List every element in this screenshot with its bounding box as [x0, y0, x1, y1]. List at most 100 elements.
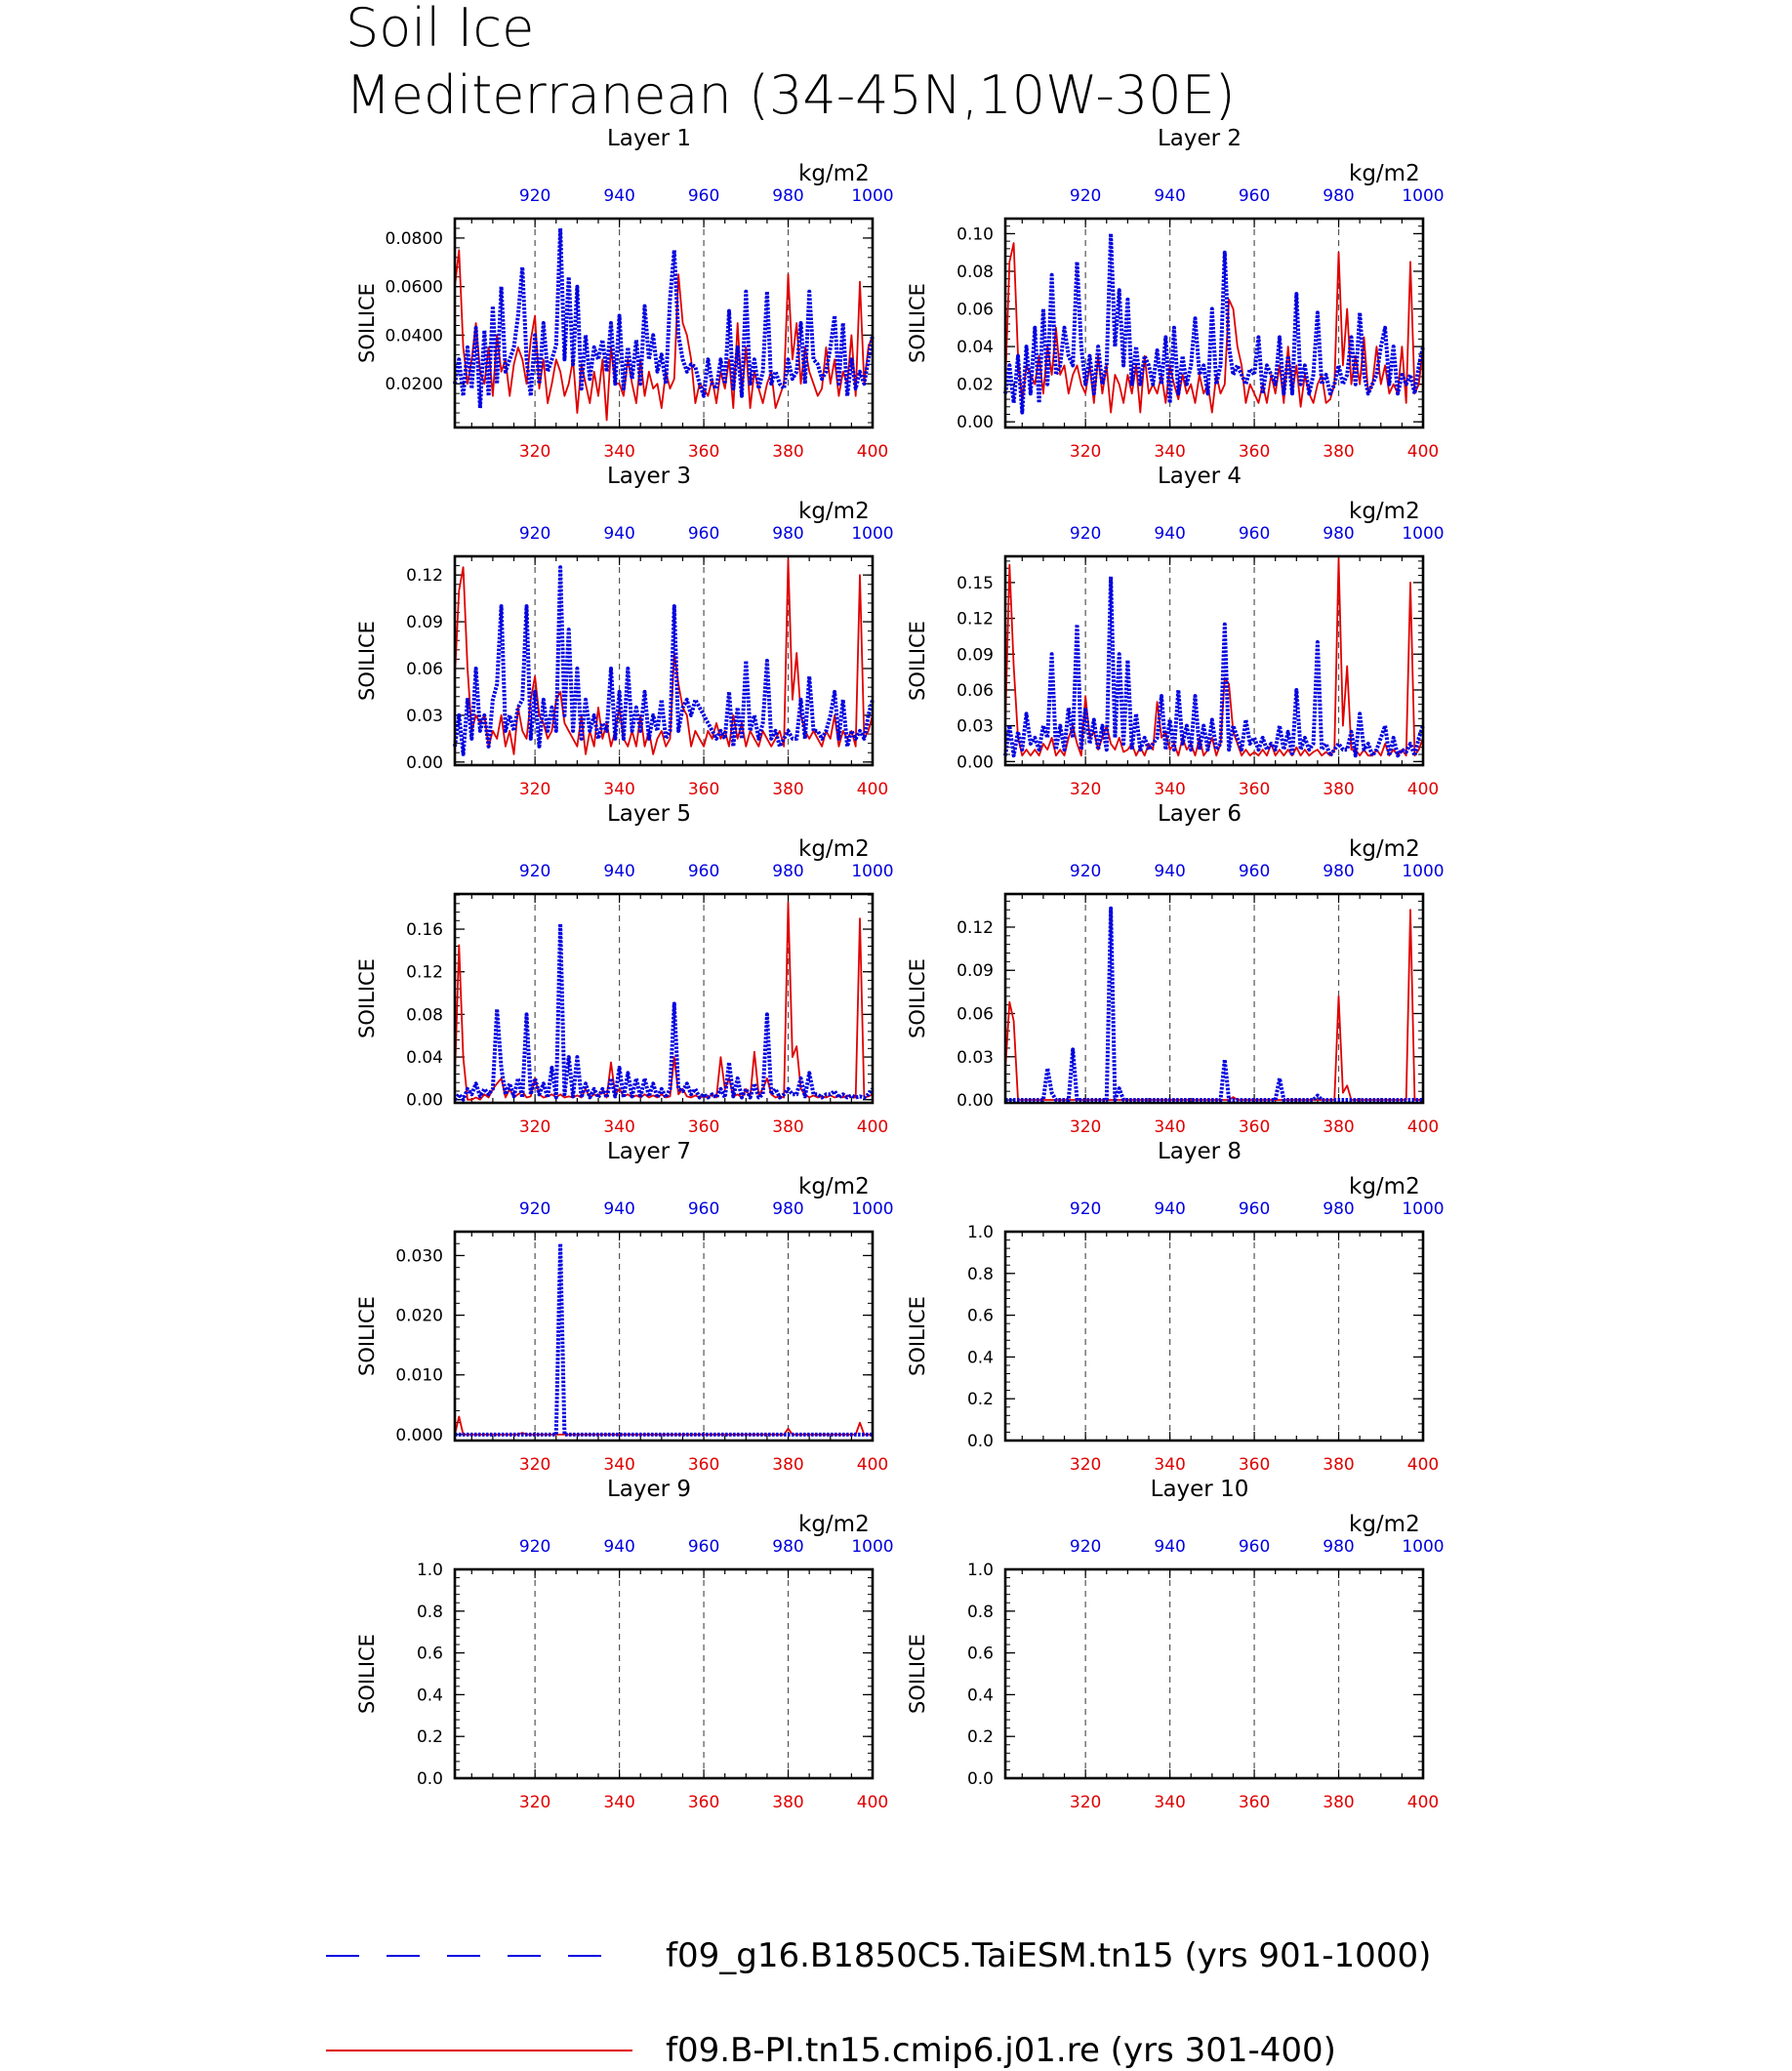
x-tick-label-top: 960 [1239, 524, 1270, 544]
units-label: kg/m2 [1349, 499, 1420, 524]
x-tick-label-top: 920 [1070, 524, 1101, 544]
x-tick-label-bottom: 340 [1154, 1455, 1185, 1475]
series-line-blue [1005, 906, 1423, 1102]
x-tick-label-bottom: 380 [1323, 1793, 1354, 1812]
y-tick-label: 0.06 [406, 660, 443, 679]
y-tick-label: 1.0 [967, 1561, 994, 1580]
panel-title: Layer 7 [607, 1139, 691, 1164]
x-tick-label-bottom: 380 [1323, 442, 1354, 462]
units-label: kg/m2 [798, 836, 870, 862]
x-tick-label-bottom: 400 [857, 1117, 888, 1137]
plot-frame [453, 1230, 875, 1442]
y-tick-label: 0.0 [967, 1432, 994, 1451]
y-axis-label: SOILICE [906, 621, 929, 701]
y-axis-label: SOILICE [906, 958, 929, 1038]
x-tick-label-bottom: 340 [1154, 442, 1185, 462]
y-tick-label: 0.6 [967, 1645, 994, 1664]
x-tick-label-top: 920 [1070, 862, 1101, 881]
y-tick-label: 0.03 [957, 1048, 994, 1068]
x-tick-label-bottom: 380 [772, 1117, 803, 1137]
x-tick-label-top: 980 [772, 524, 803, 544]
x-tick-label-bottom: 340 [1154, 1117, 1185, 1137]
x-tick-label-bottom: 320 [1070, 780, 1101, 799]
panel-layer-4: Layer 4 kg/m2 SOILICE 0.00 0.03 0.06 0.09 0.12 0… [906, 464, 1445, 799]
x-tick-label-top: 960 [688, 862, 719, 881]
y-tick-label: 0.06 [957, 301, 994, 320]
x-tick-label-top: 920 [519, 862, 550, 881]
y-tick-label: 0.15 [957, 574, 994, 593]
y-axis-label: SOILICE [906, 283, 929, 363]
series-line-red [454, 901, 874, 1101]
x-tick-label-bottom: 340 [603, 1117, 634, 1137]
panels: Layer 1kg/m2SOILICE0.02000.04000.06000.0… [355, 126, 1445, 1812]
x-tick-label-top: 1000 [851, 524, 893, 544]
y-tick-label: 1.0 [967, 1223, 994, 1242]
x-tick-label-top: 980 [772, 186, 803, 206]
series-line-red [454, 249, 874, 422]
panel-layer-2: Layer 2 kg/m2 SOILICE 0.00 0.02 0.04 0.06 0.08 0… [906, 126, 1445, 462]
y-axis-label: SOILICE [355, 283, 379, 363]
y-tick-label: 0.0 [967, 1769, 994, 1789]
y-tick-label: 0.2 [967, 1390, 994, 1409]
panel-title: Layer 8 [1158, 1139, 1242, 1164]
units-label: kg/m2 [798, 161, 870, 186]
x-tick-label-bottom: 400 [857, 1793, 888, 1812]
y-tick-label: 0.0800 [386, 229, 443, 249]
x-tick-label-bottom: 320 [519, 1455, 550, 1475]
y-tick-label: 0.03 [957, 717, 994, 737]
series-line-blue [453, 226, 875, 411]
units-label: kg/m2 [798, 1174, 870, 1199]
x-tick-label-bottom: 360 [688, 780, 719, 799]
y-tick-label: 0.0 [417, 1769, 443, 1789]
x-tick-label-top: 1000 [1402, 1537, 1444, 1557]
x-tick-label-bottom: 340 [603, 1793, 634, 1812]
x-tick-label-top: 980 [1323, 1537, 1354, 1557]
x-tick-label-bottom: 380 [772, 442, 803, 462]
x-tick-label-bottom: 320 [519, 442, 550, 462]
x-tick-label-bottom: 320 [519, 780, 550, 799]
panel-title: Layer 3 [607, 464, 691, 489]
panel-title: Layer 4 [1158, 464, 1242, 489]
x-tick-label-top: 940 [1154, 524, 1185, 544]
plot-frame [1003, 892, 1425, 1105]
x-tick-label-top: 980 [1323, 862, 1354, 881]
y-tick-label: 0.030 [395, 1246, 443, 1266]
y-tick-label: 0.03 [406, 707, 443, 726]
x-tick-label-bottom: 360 [688, 1793, 719, 1812]
x-tick-label-top: 940 [603, 1537, 634, 1557]
x-tick-label-bottom: 380 [772, 1793, 803, 1812]
x-tick-label-top: 940 [1154, 862, 1185, 881]
panel-title: Layer 5 [607, 801, 691, 827]
y-tick-label: 0.09 [957, 961, 994, 981]
x-tick-label-bottom: 320 [1070, 1455, 1101, 1475]
x-tick-label-bottom: 340 [603, 442, 634, 462]
panel-layer-9: Layer 9 kg/m2 SOILICE 0.0 0.2 0.4 0.6 0.8 1.0 320… [355, 1477, 894, 1812]
y-tick-label: 0.000 [395, 1426, 443, 1445]
x-tick-label-bottom: 380 [772, 780, 803, 799]
x-tick-label-top: 960 [1239, 186, 1270, 206]
x-tick-label-bottom: 360 [1239, 780, 1270, 799]
y-tick-label: 0.020 [395, 1307, 443, 1326]
units-label: kg/m2 [1349, 836, 1420, 862]
plot-frame [453, 554, 875, 767]
series-line-blue [455, 1241, 873, 1437]
y-tick-label: 0.0200 [386, 375, 443, 394]
panel-title: Layer 10 [1151, 1477, 1249, 1502]
x-tick-label-top: 920 [519, 1199, 550, 1219]
series-line-blue [453, 921, 875, 1102]
x-tick-label-top: 940 [603, 524, 634, 544]
x-tick-label-top: 920 [519, 186, 550, 206]
x-tick-label-top: 920 [519, 524, 550, 544]
x-tick-label-top: 960 [1239, 1537, 1270, 1557]
y-tick-label: 0.4 [417, 1685, 443, 1705]
y-axis-label: SOILICE [355, 958, 379, 1038]
x-tick-label-top: 920 [1070, 1537, 1101, 1557]
x-tick-label-bottom: 340 [603, 1455, 634, 1475]
series-line-red [1004, 242, 1424, 414]
x-tick-label-bottom: 360 [1239, 1793, 1270, 1812]
x-tick-label-bottom: 320 [1070, 442, 1101, 462]
panel-title: Layer 2 [1158, 126, 1242, 151]
y-axis-label: SOILICE [906, 1634, 929, 1714]
x-tick-label-top: 940 [1154, 1199, 1185, 1219]
x-tick-label-bottom: 380 [772, 1455, 803, 1475]
